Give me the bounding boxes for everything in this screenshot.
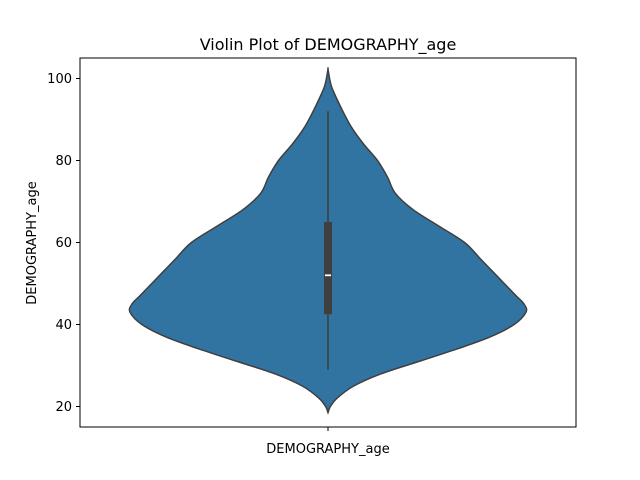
y-tick-label: 80 xyxy=(55,154,72,169)
y-tick-label: 100 xyxy=(47,72,72,87)
box-iqr xyxy=(324,222,332,315)
chart-title: Violin Plot of DEMOGRAPHY_age xyxy=(200,35,457,55)
y-axis-label: DEMOGRAPHY_age xyxy=(25,181,40,304)
y-tick-label: 40 xyxy=(55,318,72,333)
x-axis-label: DEMOGRAPHY_age xyxy=(266,442,389,457)
box-layer xyxy=(324,111,332,370)
y-axis: 20 40 60 80 100 xyxy=(47,72,80,415)
y-tick-label: 60 xyxy=(55,236,72,251)
y-tick-label: 20 xyxy=(55,400,72,415)
